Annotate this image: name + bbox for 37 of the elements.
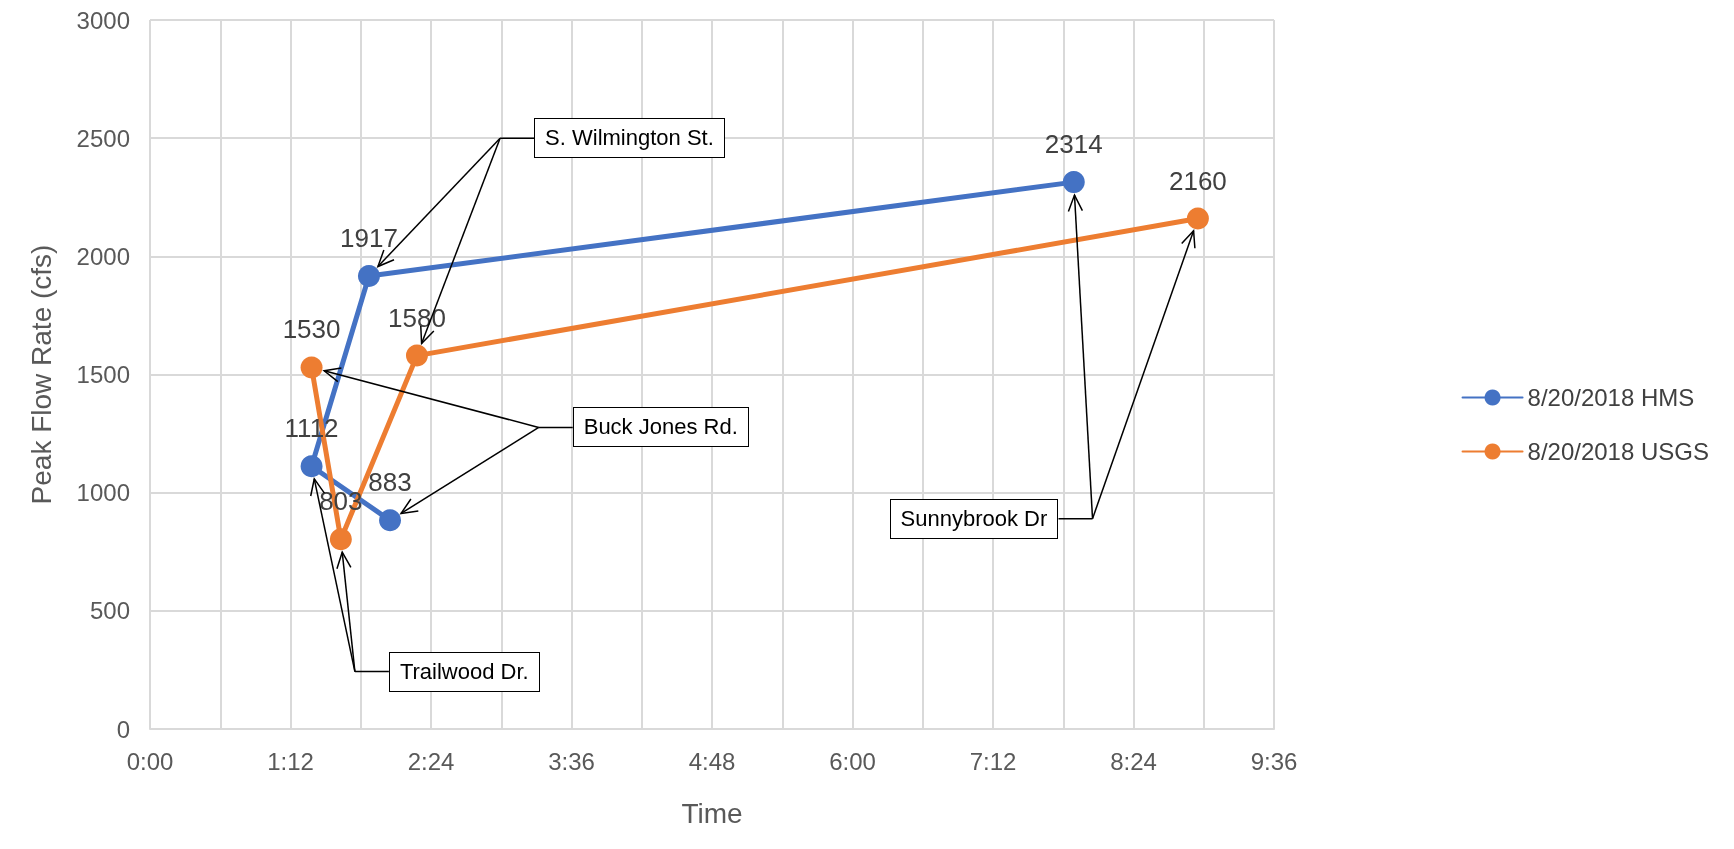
- point: [1186, 207, 1209, 230]
- data-label: 883: [368, 467, 412, 498]
- x-tick-label: 4:48: [688, 747, 736, 775]
- callout-box: Buck Jones Rd.: [572, 407, 749, 448]
- callout-box: Trailwood Dr.: [388, 651, 540, 692]
- x-tick-label: 3:36: [548, 747, 595, 775]
- y-tick-label: 2000: [76, 242, 130, 270]
- point: [357, 264, 380, 287]
- point: [300, 455, 323, 478]
- y-tick-label: 2500: [76, 124, 130, 152]
- x-axis-title: Time: [681, 797, 743, 829]
- data-label: 2160: [1168, 165, 1227, 196]
- callout-box: S. Wilmington St.: [534, 118, 725, 159]
- x-tick-label: 9:36: [1250, 747, 1298, 775]
- y-tick-label: 1500: [76, 361, 130, 388]
- x-tick-label: 7:12: [969, 747, 1017, 775]
- data-label: 1917: [340, 222, 398, 253]
- x-tick-label: 6:00: [829, 747, 876, 775]
- x-tick-label: 1:12: [267, 747, 314, 775]
- x-tick-label: 8:24: [1110, 747, 1157, 775]
- point: [329, 528, 352, 551]
- x-tick-label: 0:00: [126, 747, 174, 775]
- y-tick-label: 1000: [76, 479, 130, 507]
- legend-label: 8/20/2018 HMS: [1527, 384, 1695, 411]
- legend-label: 8/20/2018 USGS: [1527, 438, 1709, 465]
- y-tick-label: 3000: [76, 6, 130, 34]
- point: [405, 344, 428, 367]
- data-label: 1530: [282, 314, 341, 345]
- point: [379, 509, 402, 532]
- callout-box: Sunnybrook Dr: [889, 498, 1059, 539]
- point: [300, 356, 323, 379]
- point: [1062, 171, 1085, 194]
- x-tick-label: 2:24: [407, 747, 455, 775]
- y-tick-label: 0: [116, 715, 130, 743]
- data-label: 2314: [1044, 129, 1103, 160]
- y-axis-title: Peak Flow Rate (cfs): [25, 244, 57, 505]
- y-tick-label: 500: [89, 597, 130, 625]
